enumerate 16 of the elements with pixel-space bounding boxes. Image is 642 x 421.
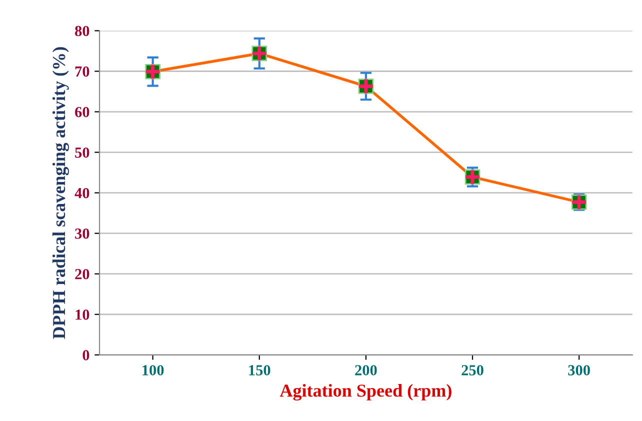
y-axis-title: DPPH radical scavenging activity (%) — [52, 47, 69, 339]
y-tick-label: 0 — [82, 350, 90, 360]
y-tick-label: 50 — [75, 147, 90, 158]
y-tick-label: 10 — [76, 310, 90, 320]
x-axis-title: Agitation Speed (rpm) — [280, 384, 452, 401]
x-tick-label: 300 — [568, 365, 590, 376]
y-tick-label: 40 — [74, 188, 90, 198]
y-tick-label: 60 — [75, 106, 90, 118]
x-tick-label: 150 — [249, 365, 270, 376]
x-tick-label: 250 — [462, 365, 484, 376]
y-tick-label: 30 — [75, 228, 90, 239]
x-tick-label: 200 — [355, 365, 377, 376]
y-tick-label: 80 — [75, 26, 90, 36]
y-tick-label: 70 — [75, 66, 90, 77]
y-tick-label: 20 — [75, 269, 90, 280]
x-tick-label: 100 — [142, 365, 164, 376]
